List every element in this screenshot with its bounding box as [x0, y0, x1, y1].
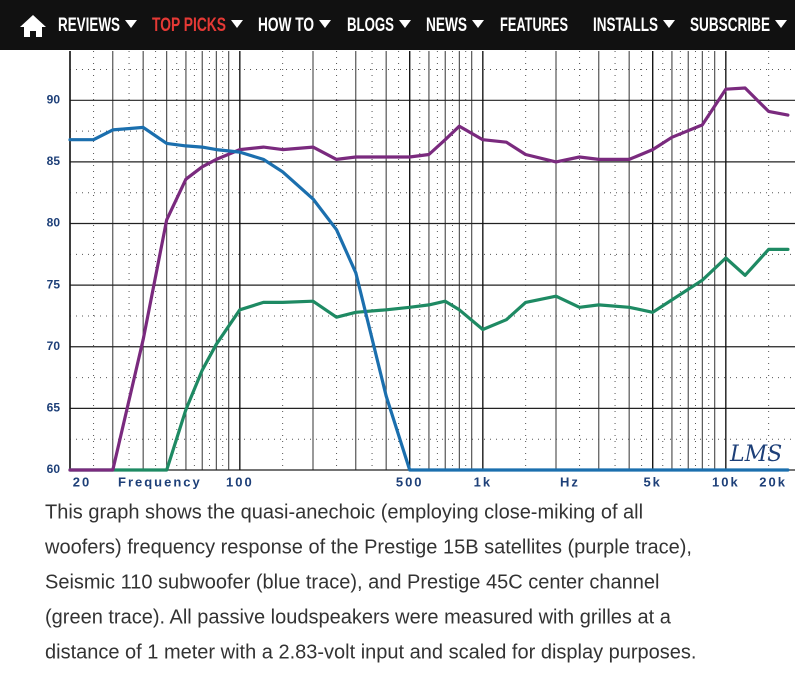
chart-signature: LMS	[729, 442, 782, 467]
dropdown-arrow[interactable]	[472, 20, 484, 28]
x-tick-label: 500	[396, 474, 424, 489]
x-tick-label: 100	[226, 474, 254, 489]
dropdown-arrow[interactable]	[775, 20, 787, 28]
nav-link[interactable]: INSTALLS	[593, 15, 658, 36]
dropdown-arrow[interactable]	[125, 20, 137, 28]
x-tick-label: 20k	[759, 474, 787, 489]
caption-line: Seismic 110 subwoofer (blue trace), and …	[45, 571, 659, 593]
x-axis-label: Frequency	[118, 474, 202, 489]
plot-area	[69, 51, 795, 471]
nav-link[interactable]: TOP PICKS	[152, 15, 226, 36]
y-tick-label: 75	[47, 277, 61, 291]
dropdown-arrow[interactable]	[231, 20, 243, 28]
dropdown-arrow[interactable]	[663, 20, 675, 28]
series-line	[68, 247, 790, 472]
y-tick-label: 60	[47, 462, 61, 476]
y-tick-label: 90	[47, 92, 61, 106]
caption-line: distance of 1 meter with a 2.83-volt inp…	[45, 641, 696, 663]
dropdown-arrow[interactable]	[319, 20, 331, 28]
caption-line: woofers) frequency response of the Prest…	[44, 536, 692, 558]
nav-link[interactable]: BLOGS	[347, 15, 394, 36]
x-tick-label: 5k	[643, 474, 661, 489]
y-tick-label: 85	[47, 154, 61, 168]
y-tick-label: 70	[47, 339, 61, 353]
nav-link[interactable]: NEWS	[426, 15, 467, 36]
nav-link[interactable]: REVIEWS	[58, 15, 120, 36]
nav-link[interactable]: HOW TO	[258, 15, 314, 36]
x-axis-unit: Hz	[560, 474, 580, 489]
series-line	[68, 86, 790, 472]
home-icon[interactable]	[20, 15, 46, 37]
nav-link[interactable]: SUBSCRIBE	[690, 15, 770, 36]
x-tick-label: 10k	[712, 474, 740, 489]
x-tick-label: 20	[73, 474, 91, 489]
series-line	[68, 125, 790, 472]
nav-link[interactable]: FEATURES	[500, 15, 568, 36]
y-tick-label: 80	[47, 216, 61, 230]
dropdown-arrow[interactable]	[399, 20, 411, 28]
caption-line: This graph shows the quasi-anechoic (emp…	[45, 501, 643, 523]
caption-line: (green trace). All passive loudspeakers …	[45, 606, 672, 628]
y-tick-label: 65	[47, 401, 61, 415]
x-tick-label: 1k	[474, 474, 492, 489]
